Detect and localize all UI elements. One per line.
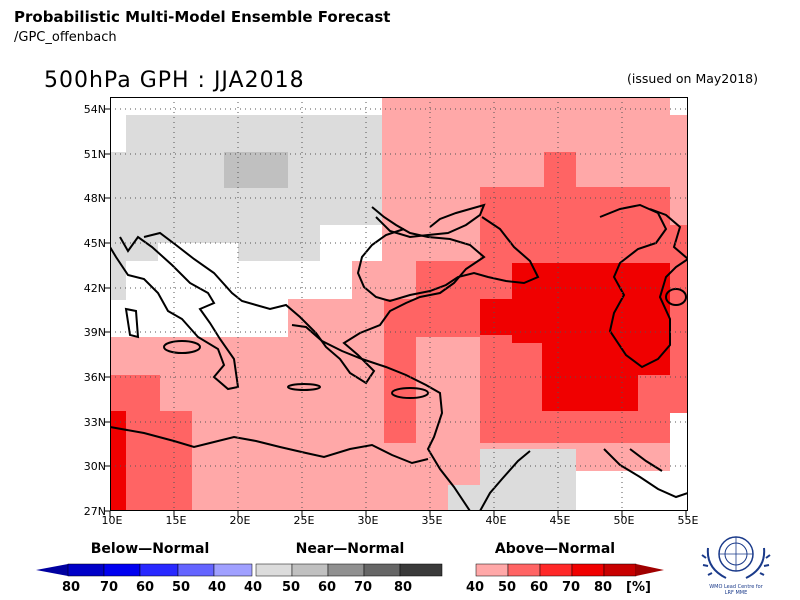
wmo-logo: WMO Lead Centre for LRF MME [686,528,786,600]
lon-label: 10E [101,514,123,527]
legend-below-bar [36,563,253,577]
lon-label: 30E [357,514,379,527]
legend-tick: 60 [530,580,549,595]
forecast-map [110,97,688,511]
lat-label: 33N [83,416,106,429]
lat-label: 27N [83,505,106,518]
lat-label: 36N [83,371,106,384]
wmo-caption-line2: LRF MME [724,590,748,596]
header-subtitle: /GPC_offenbach [14,30,117,45]
lon-label: 45E [549,514,571,527]
lon-label: 15E [165,514,187,527]
lat-label: 30N [83,460,106,473]
axis-ticks [104,108,687,517]
legend-tick: 50 [498,580,517,595]
legend-tick: 60 [318,580,337,595]
lat-label: 39N [83,326,106,339]
map-title: 500hPa GPH : JJA2018 [44,68,305,93]
legend-tick: 50 [172,580,191,595]
legend-near-title: Near—Normal [295,541,405,557]
header-title: Probabilistic Multi-Model Ensemble Forec… [14,8,391,26]
legend-tick: 50 [282,580,301,595]
legend-tick: 80 [394,580,413,595]
legend-tick: 70 [562,580,581,595]
legend-above-title: Above—Normal [494,541,616,557]
legend-tick: 40 [208,580,227,595]
lon-label: 55E [677,514,699,527]
legend-tick: 80 [62,580,81,595]
legend-near-bar [255,563,443,577]
lon-label: 35E [421,514,443,527]
legend-unit: [%] [626,580,651,595]
issued-date: (issued on May2018) [627,71,758,86]
lon-label: 20E [229,514,251,527]
lat-label: 54N [83,103,106,116]
lat-label: 42N [83,282,106,295]
lat-label: 48N [83,192,106,205]
legend-tick: 40 [466,580,485,595]
legend-tick: 80 [594,580,613,595]
lon-label: 50E [613,514,635,527]
lat-label: 51N [83,148,106,161]
map-frame [110,97,688,511]
grid-lines [110,97,688,511]
legend-tick: 70 [354,580,373,595]
legend-tick: 70 [100,580,119,595]
legend-tick: 60 [136,580,155,595]
wmo-caption-line1: WMO Lead Centre for [709,584,763,590]
wmo-emblem-icon [701,536,771,579]
lon-label: 40E [485,514,507,527]
wmo-caption: WMO Lead Centre for LRF MME [686,584,786,596]
legend-tick: 40 [244,580,263,595]
legend-above-bar [475,563,664,577]
lon-label: 25E [293,514,315,527]
legend-colorbars [36,563,664,577]
legend-below-title: Below—Normal [90,541,210,557]
lat-label: 45N [83,237,106,250]
